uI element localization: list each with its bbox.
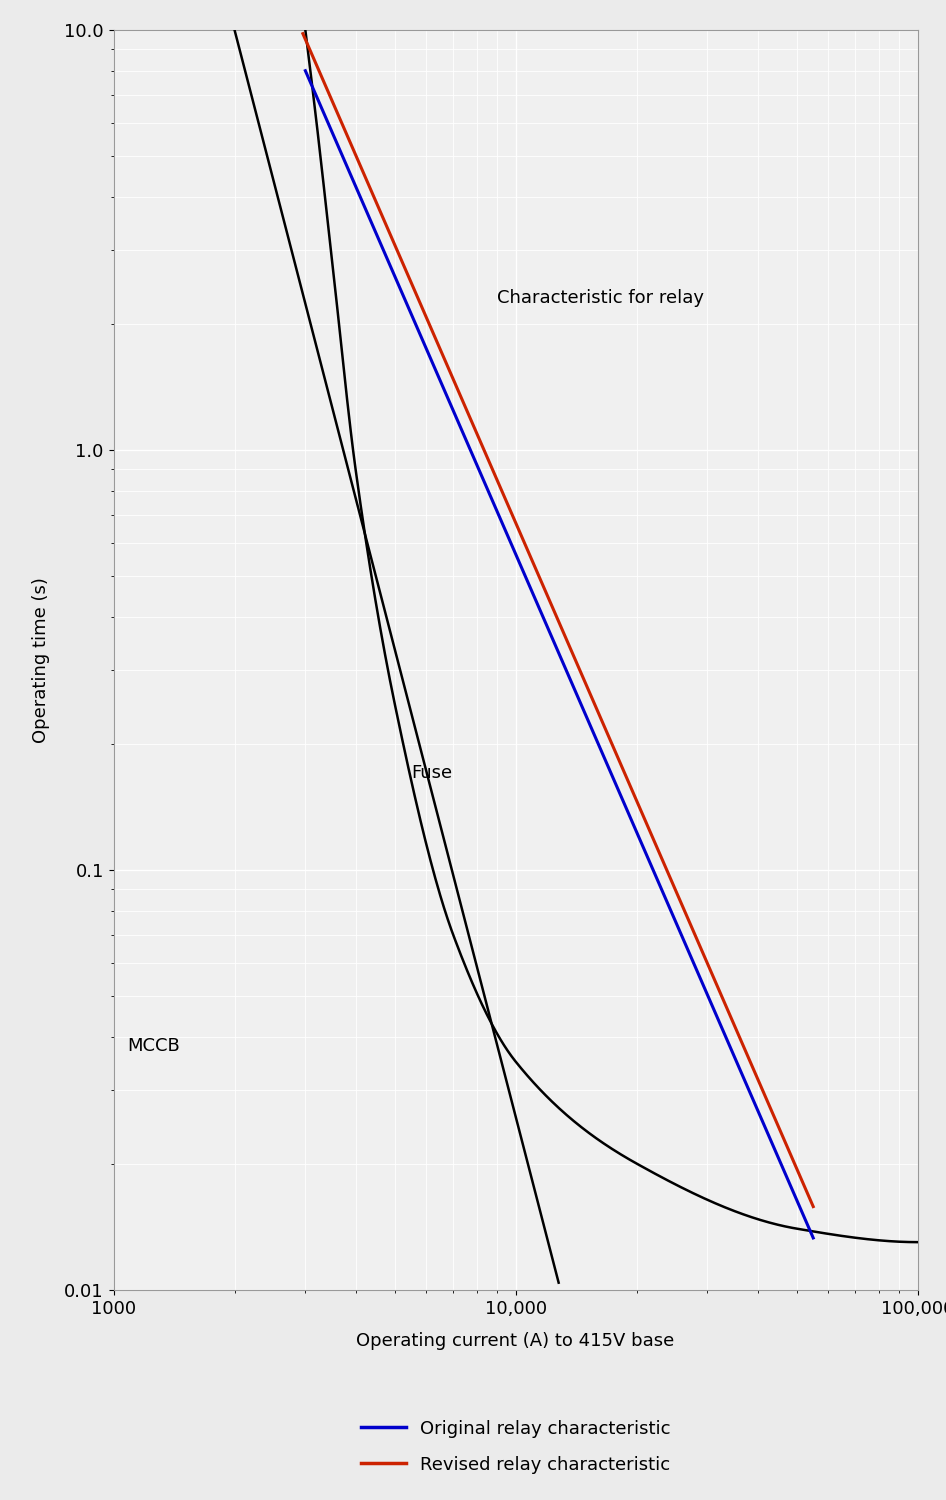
Y-axis label: Operating time (s): Operating time (s) xyxy=(32,578,50,742)
Text: Characteristic for relay: Characteristic for relay xyxy=(498,290,704,308)
Text: Fuse: Fuse xyxy=(412,764,452,782)
Legend: Original relay characteristic, Revised relay characteristic: Original relay characteristic, Revised r… xyxy=(353,1413,678,1480)
Text: MCCB: MCCB xyxy=(127,1038,180,1056)
X-axis label: Operating current (A) to 415V base: Operating current (A) to 415V base xyxy=(357,1332,674,1350)
